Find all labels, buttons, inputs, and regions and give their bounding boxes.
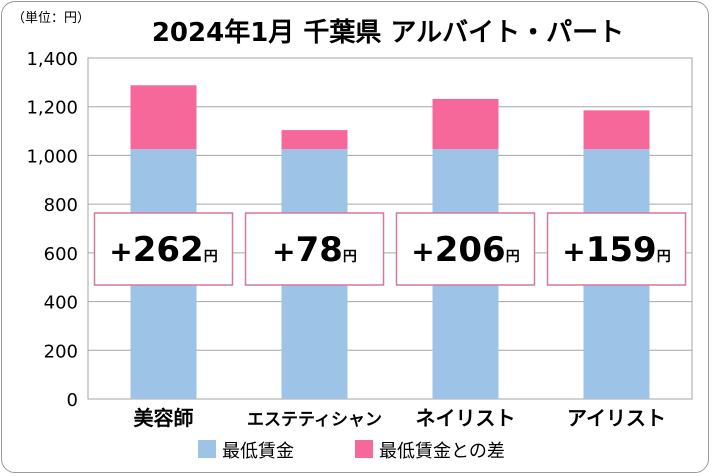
legend-label: 最低賃金との差 — [379, 441, 505, 462]
diff-callout: +78円 — [244, 212, 385, 286]
y-tick-label: 800 — [44, 195, 78, 216]
bar-segment — [583, 110, 650, 150]
y-tick-label: 1,400 — [26, 49, 78, 70]
diff-callout: +159円 — [546, 212, 687, 286]
y-tick-label: 600 — [44, 244, 78, 265]
callout-text: +78円 — [272, 230, 357, 270]
diff-callout: +206円 — [395, 212, 536, 286]
callout-text: +159円 — [562, 230, 670, 270]
y-tick-label: 1,000 — [26, 146, 78, 167]
x-tick-label: 美容師 — [134, 406, 194, 430]
bar-segment — [281, 130, 348, 150]
x-tick-label: エステティシャン — [247, 410, 382, 430]
unit-label: （単位：円） — [12, 10, 90, 26]
x-tick-label: ネイリスト — [416, 406, 516, 430]
legend: 最低賃金 最低賃金との差 — [198, 440, 505, 462]
callout-box — [395, 212, 536, 286]
y-tick-label: 400 — [44, 293, 78, 314]
bar-segment — [432, 98, 499, 150]
callout-box — [546, 212, 687, 286]
y-tick-label: 1,200 — [26, 98, 78, 119]
chart-title: 2024年1月 千葉県 アルバイト・パート — [152, 17, 624, 48]
callout-text: +262円 — [109, 230, 217, 270]
callouts: +262円 +78円 +206円 +159円 — [93, 212, 687, 286]
callout-text: +206円 — [411, 230, 519, 270]
callout-box — [93, 212, 234, 286]
bar-segment — [130, 85, 197, 150]
x-axis-labels: 美容師 エステティシャン ネイリスト アイリスト — [134, 406, 667, 430]
x-tick-label: アイリスト — [567, 406, 666, 430]
legend-swatch — [198, 440, 216, 458]
y-axis-ticks: 0 200 400 600 800 1,000 1,200 1,400 — [26, 49, 78, 411]
callout-box — [244, 212, 385, 286]
legend-label: 最低賃金 — [222, 441, 294, 462]
diff-callout: +262円 — [93, 212, 234, 286]
legend-swatch — [355, 440, 373, 458]
y-tick-label: 0 — [67, 390, 78, 411]
y-tick-label: 200 — [44, 341, 78, 362]
